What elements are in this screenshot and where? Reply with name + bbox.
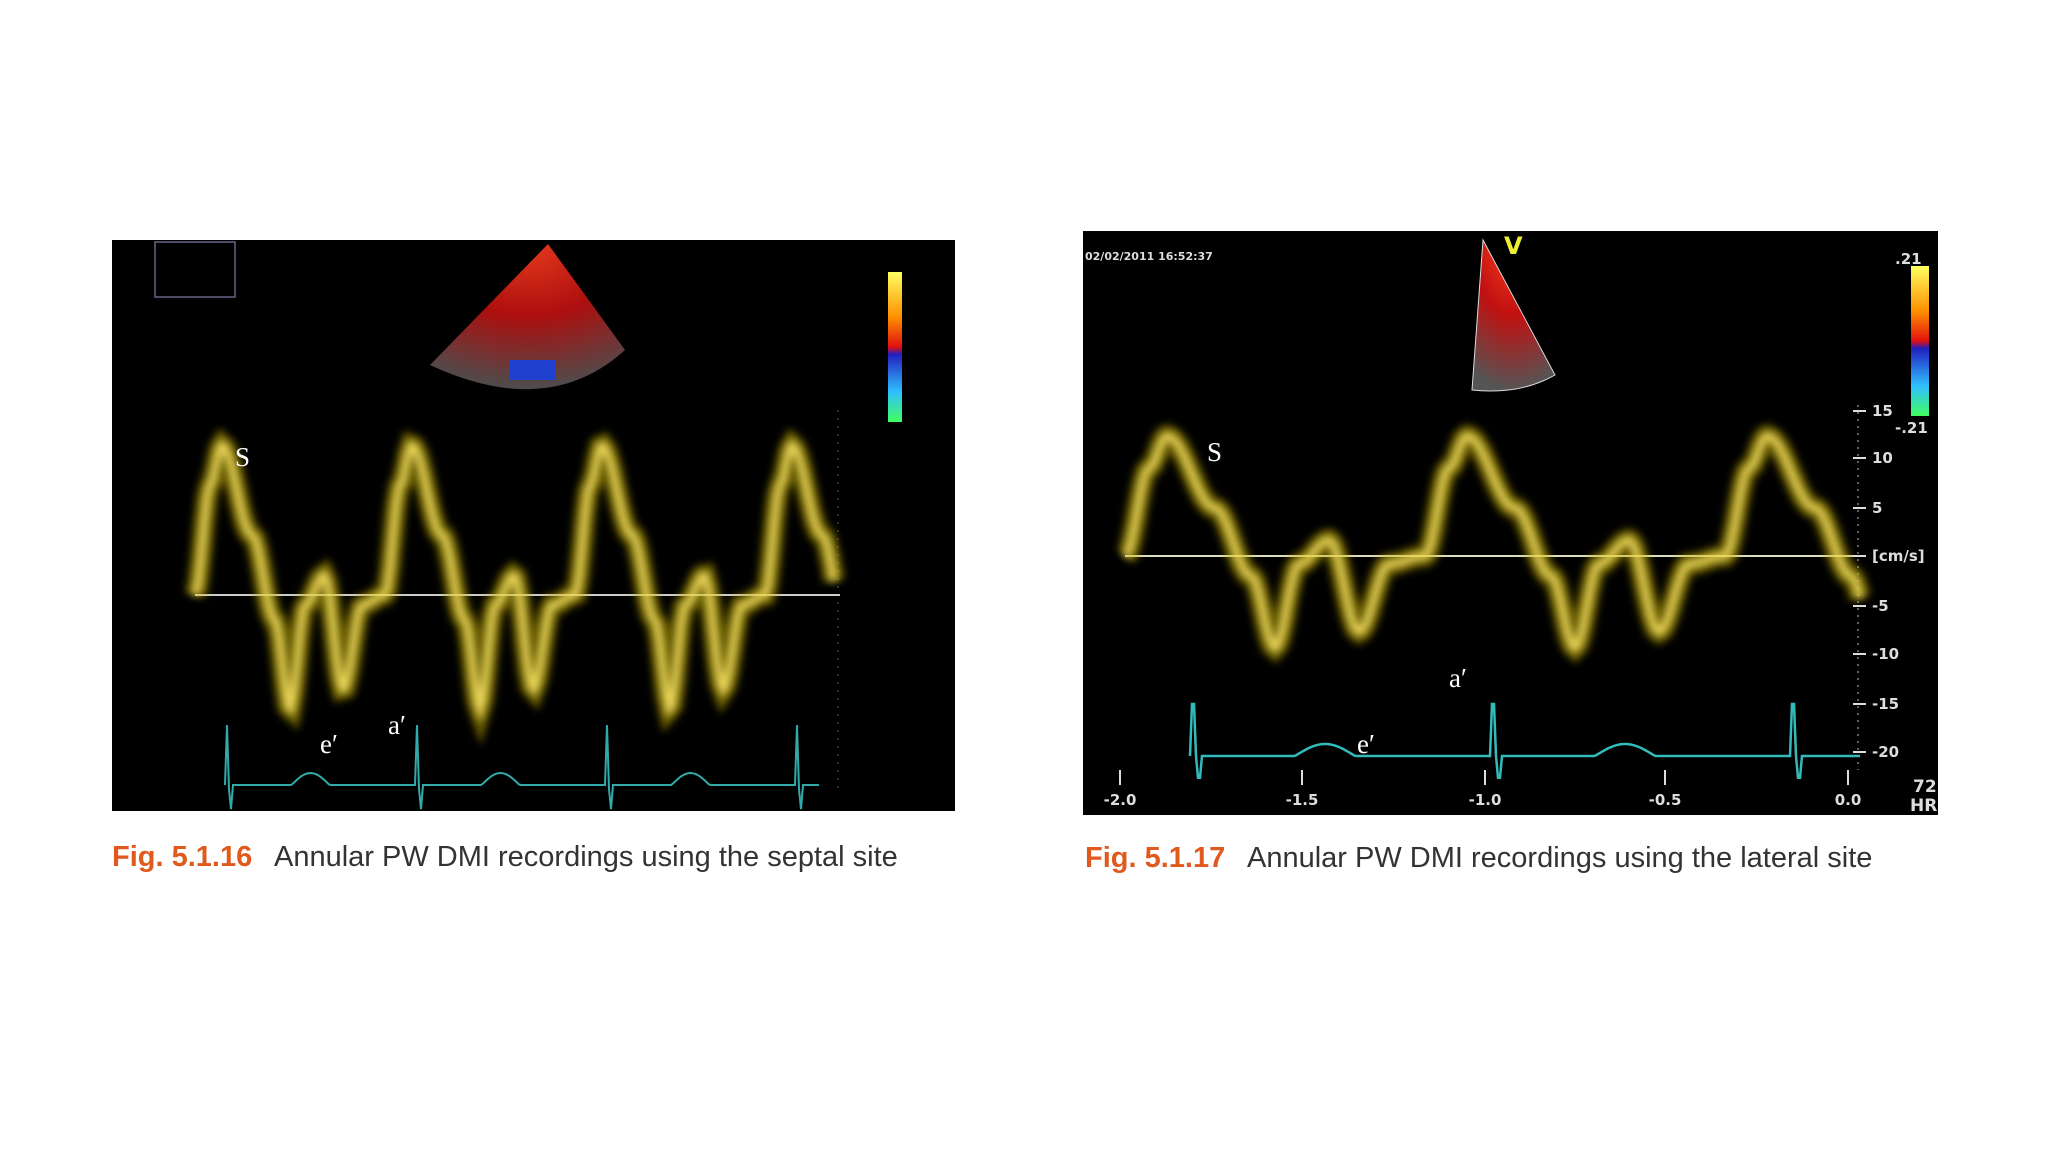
echo-sector [1471,238,1556,392]
probe-label: V [1504,232,1523,260]
heart-rate-label: HR [1910,796,1937,816]
caption-text: Annular PW DMI recordings using the late… [1247,842,1872,874]
velocity-tick: -10 [1872,645,1899,663]
velocity-tick: 5 [1872,499,1882,517]
e-label: e′ [1357,729,1375,759]
a-label: a′ [1449,663,1467,693]
settings-box [154,241,236,298]
velocity-tick: -15 [1872,695,1899,713]
color-bar [1911,266,1929,416]
colorbar-bottom: -.21 [1895,419,1928,437]
doppler-trace [1116,424,1871,664]
velocity-tick: -20 [1872,743,1899,761]
time-tick: -0.5 [1649,791,1682,809]
s-label: S [235,442,250,472]
color-bar [888,272,902,422]
time-tick: -1.5 [1286,791,1319,809]
time-tick: -2.0 [1104,791,1137,809]
time-tick: -1.0 [1469,791,1502,809]
e-label: e′ [320,729,338,759]
caption-label: Fig. 5.1.16 [112,841,252,873]
ecg-trace [1188,702,1860,779]
a-label: a′ [388,710,406,740]
colorbar-top: .21 [1895,250,1922,268]
s-label: S [1207,437,1222,467]
echo-color [510,360,555,380]
velocity-tick: -5 [1872,597,1889,615]
caption-label: Fig. 5.1.17 [1085,842,1225,874]
trace-core [191,438,838,723]
velocity-tick: [cm/s] [1872,547,1925,565]
trace-core [1122,431,1864,654]
caption-text: Annular PW DMI recordings using the sept… [274,841,898,873]
time-tick: 0.0 [1835,791,1862,809]
velocity-tick: 15 [1872,402,1893,420]
timestamp: 02/02/2011 16:52:37 [1085,250,1213,263]
doppler-trace [184,427,845,745]
ecg-trace [224,725,819,810]
echo-sector [430,244,625,390]
velocity-tick: 10 [1872,449,1893,467]
heart-rate: 72 [1913,777,1937,797]
